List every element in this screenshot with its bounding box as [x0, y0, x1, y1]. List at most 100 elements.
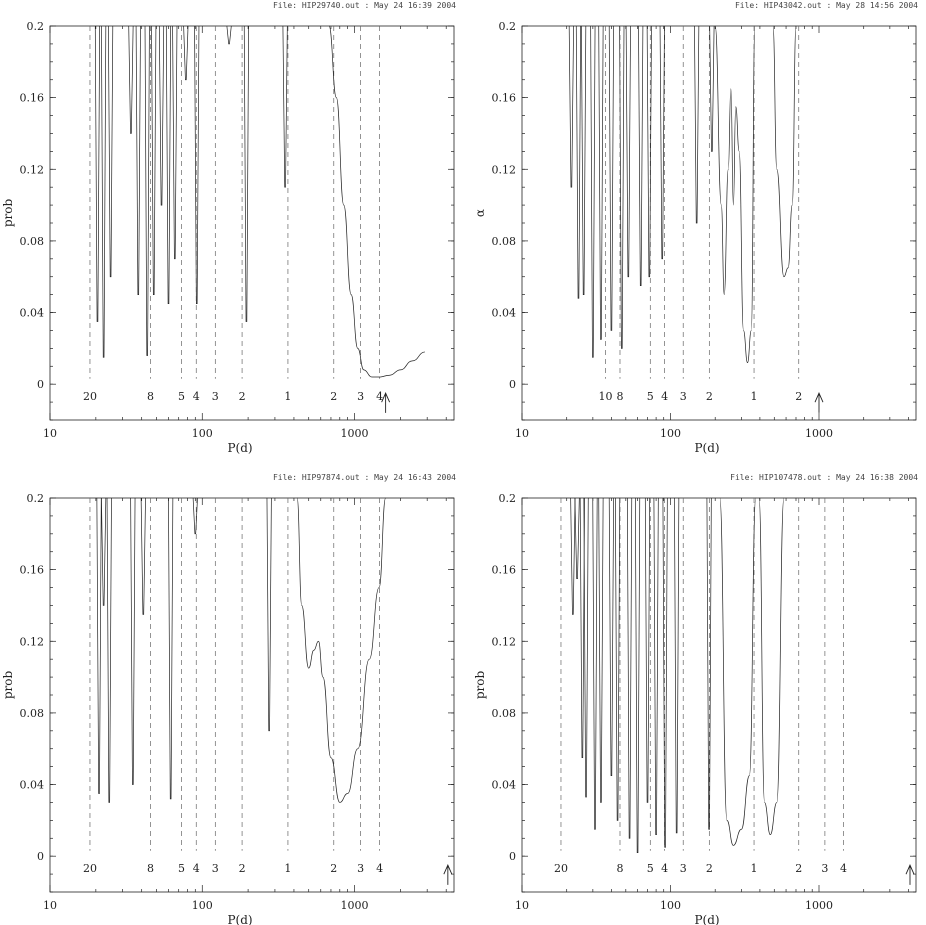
harmonic-label: 10 — [599, 390, 613, 403]
spike-dip — [192, 497, 198, 535]
y-tick-label: 0.04 — [492, 779, 517, 792]
probability-curve — [758, 497, 785, 836]
harmonic-label: 4 — [661, 862, 668, 875]
file-header: File: HIP43042.out : May 28 14:56 2004 — [735, 1, 918, 10]
spike-dip — [243, 25, 249, 322]
y-tick-label: 0.12 — [492, 163, 517, 176]
y-axis-label: prob — [1, 199, 15, 228]
x-tick-label: 100 — [660, 899, 681, 912]
x-tick-label: 1000 — [341, 899, 369, 912]
probability-curve — [719, 497, 757, 846]
file-header: File: HIP107478.out : May 24 16:38 2004 — [730, 473, 918, 482]
harmonic-label: 4 — [376, 390, 383, 403]
harmonic-label: 3 — [680, 862, 687, 875]
spike-dip — [94, 25, 101, 322]
period-arrow-marker — [443, 864, 453, 885]
y-tick-label: 0.16 — [20, 564, 45, 577]
chart-panel-2: File: HIP43042.out : May 28 14:56 2004 0 0… — [473, 1, 918, 455]
y-tick-label: 0.16 — [492, 564, 517, 577]
harmonic-label: 20 — [83, 390, 97, 403]
spike-dip — [194, 25, 200, 304]
chart-panel-4: File: HIP107478.out : May 24 16:38 2004 0… — [473, 473, 918, 925]
y-tick-label: 0.2 — [499, 20, 517, 33]
spike-dip — [706, 497, 712, 830]
spike-dip — [608, 25, 614, 331]
spike-dip — [158, 25, 165, 206]
y-tick-label: 0.12 — [20, 163, 45, 176]
harmonic-label: 5 — [647, 390, 654, 403]
spike-dip — [644, 497, 651, 803]
x-tick-label: 10 — [43, 899, 57, 912]
plot-frame — [521, 25, 917, 421]
harmonic-label: 2 — [330, 862, 337, 875]
spike-dip — [581, 25, 587, 295]
spike-dip — [282, 25, 288, 188]
harmonic-label: 1 — [751, 390, 758, 403]
harmonic-label: 4 — [193, 390, 200, 403]
y-tick-label: 0.08 — [20, 707, 45, 720]
y-axis-label: prob — [1, 671, 15, 700]
spike-dip — [662, 497, 668, 848]
y-tick-label: 0.12 — [492, 635, 517, 648]
x-tick-label: 10 — [515, 427, 529, 440]
spike-dip — [226, 25, 232, 45]
y-tick-label: 0.16 — [20, 92, 45, 105]
x-tick-label: 100 — [660, 427, 681, 440]
harmonic-label: 5 — [178, 862, 185, 875]
y-tick-label: 0 — [509, 850, 516, 863]
spike-dip — [590, 25, 596, 358]
harmonic-label: 4 — [840, 862, 847, 875]
spike-dip — [130, 497, 136, 785]
harmonic-label: 8 — [147, 862, 154, 875]
x-tick-label: 1000 — [805, 899, 833, 912]
file-header: File: HIP29740.out : May 24 16:39 2004 — [273, 1, 456, 10]
harmonic-label: 2 — [795, 390, 802, 403]
spike-dip — [608, 497, 614, 776]
y-tick-label: 0.08 — [20, 235, 45, 248]
y-tick-label: 0 — [37, 378, 44, 391]
y-tick-label: 0.04 — [492, 307, 517, 320]
spike-dip — [106, 497, 112, 803]
spike-dip — [140, 497, 146, 615]
spike-dip — [653, 497, 659, 836]
chart-panel-1: File: HIP29740.out : May 24 16:39 2004 0 0… — [1, 1, 456, 455]
y-tick-label: 0.08 — [492, 235, 517, 248]
y-tick-label: 0.04 — [20, 779, 45, 792]
spike-dip — [568, 25, 574, 188]
x-axis-label: P(d) — [694, 913, 719, 925]
y-tick-label: 0.08 — [492, 707, 517, 720]
spike-dip — [266, 497, 272, 732]
spike-dip — [570, 497, 576, 615]
spike-dip — [619, 25, 625, 349]
harmonic-label: 8 — [616, 390, 623, 403]
spike-dip — [96, 497, 102, 794]
spike-dip — [625, 25, 631, 278]
spike-dip — [592, 497, 598, 830]
spike-dip — [583, 497, 589, 798]
harmonic-label: 8 — [616, 862, 623, 875]
spike-dip — [108, 25, 114, 278]
spike-dip — [144, 25, 150, 356]
spike-dip — [101, 25, 107, 358]
spike-dip — [627, 497, 633, 839]
chart-panel-3: File: HIP97874.out : May 24 16:43 2004 0 0… — [1, 473, 456, 925]
probability-curve — [772, 25, 797, 278]
period-arrow-marker — [905, 864, 915, 885]
spike-dip — [635, 497, 641, 853]
harmonic-label: 20 — [83, 862, 97, 875]
probability-curve — [714, 25, 756, 364]
x-tick-label: 1000 — [341, 427, 369, 440]
harmonic-label: 2 — [795, 862, 802, 875]
probability-curve — [296, 497, 386, 803]
spike-dip — [575, 25, 582, 299]
y-tick-label: 0 — [37, 850, 44, 863]
spike-dip — [172, 25, 178, 260]
spike-dip — [183, 25, 189, 81]
spike-dip — [638, 25, 644, 287]
harmonic-label: 2 — [239, 862, 246, 875]
spike-dip — [709, 25, 715, 152]
harmonic-label: 1 — [284, 862, 291, 875]
harmonic-label: 4 — [661, 390, 668, 403]
spike-dip — [168, 497, 174, 800]
